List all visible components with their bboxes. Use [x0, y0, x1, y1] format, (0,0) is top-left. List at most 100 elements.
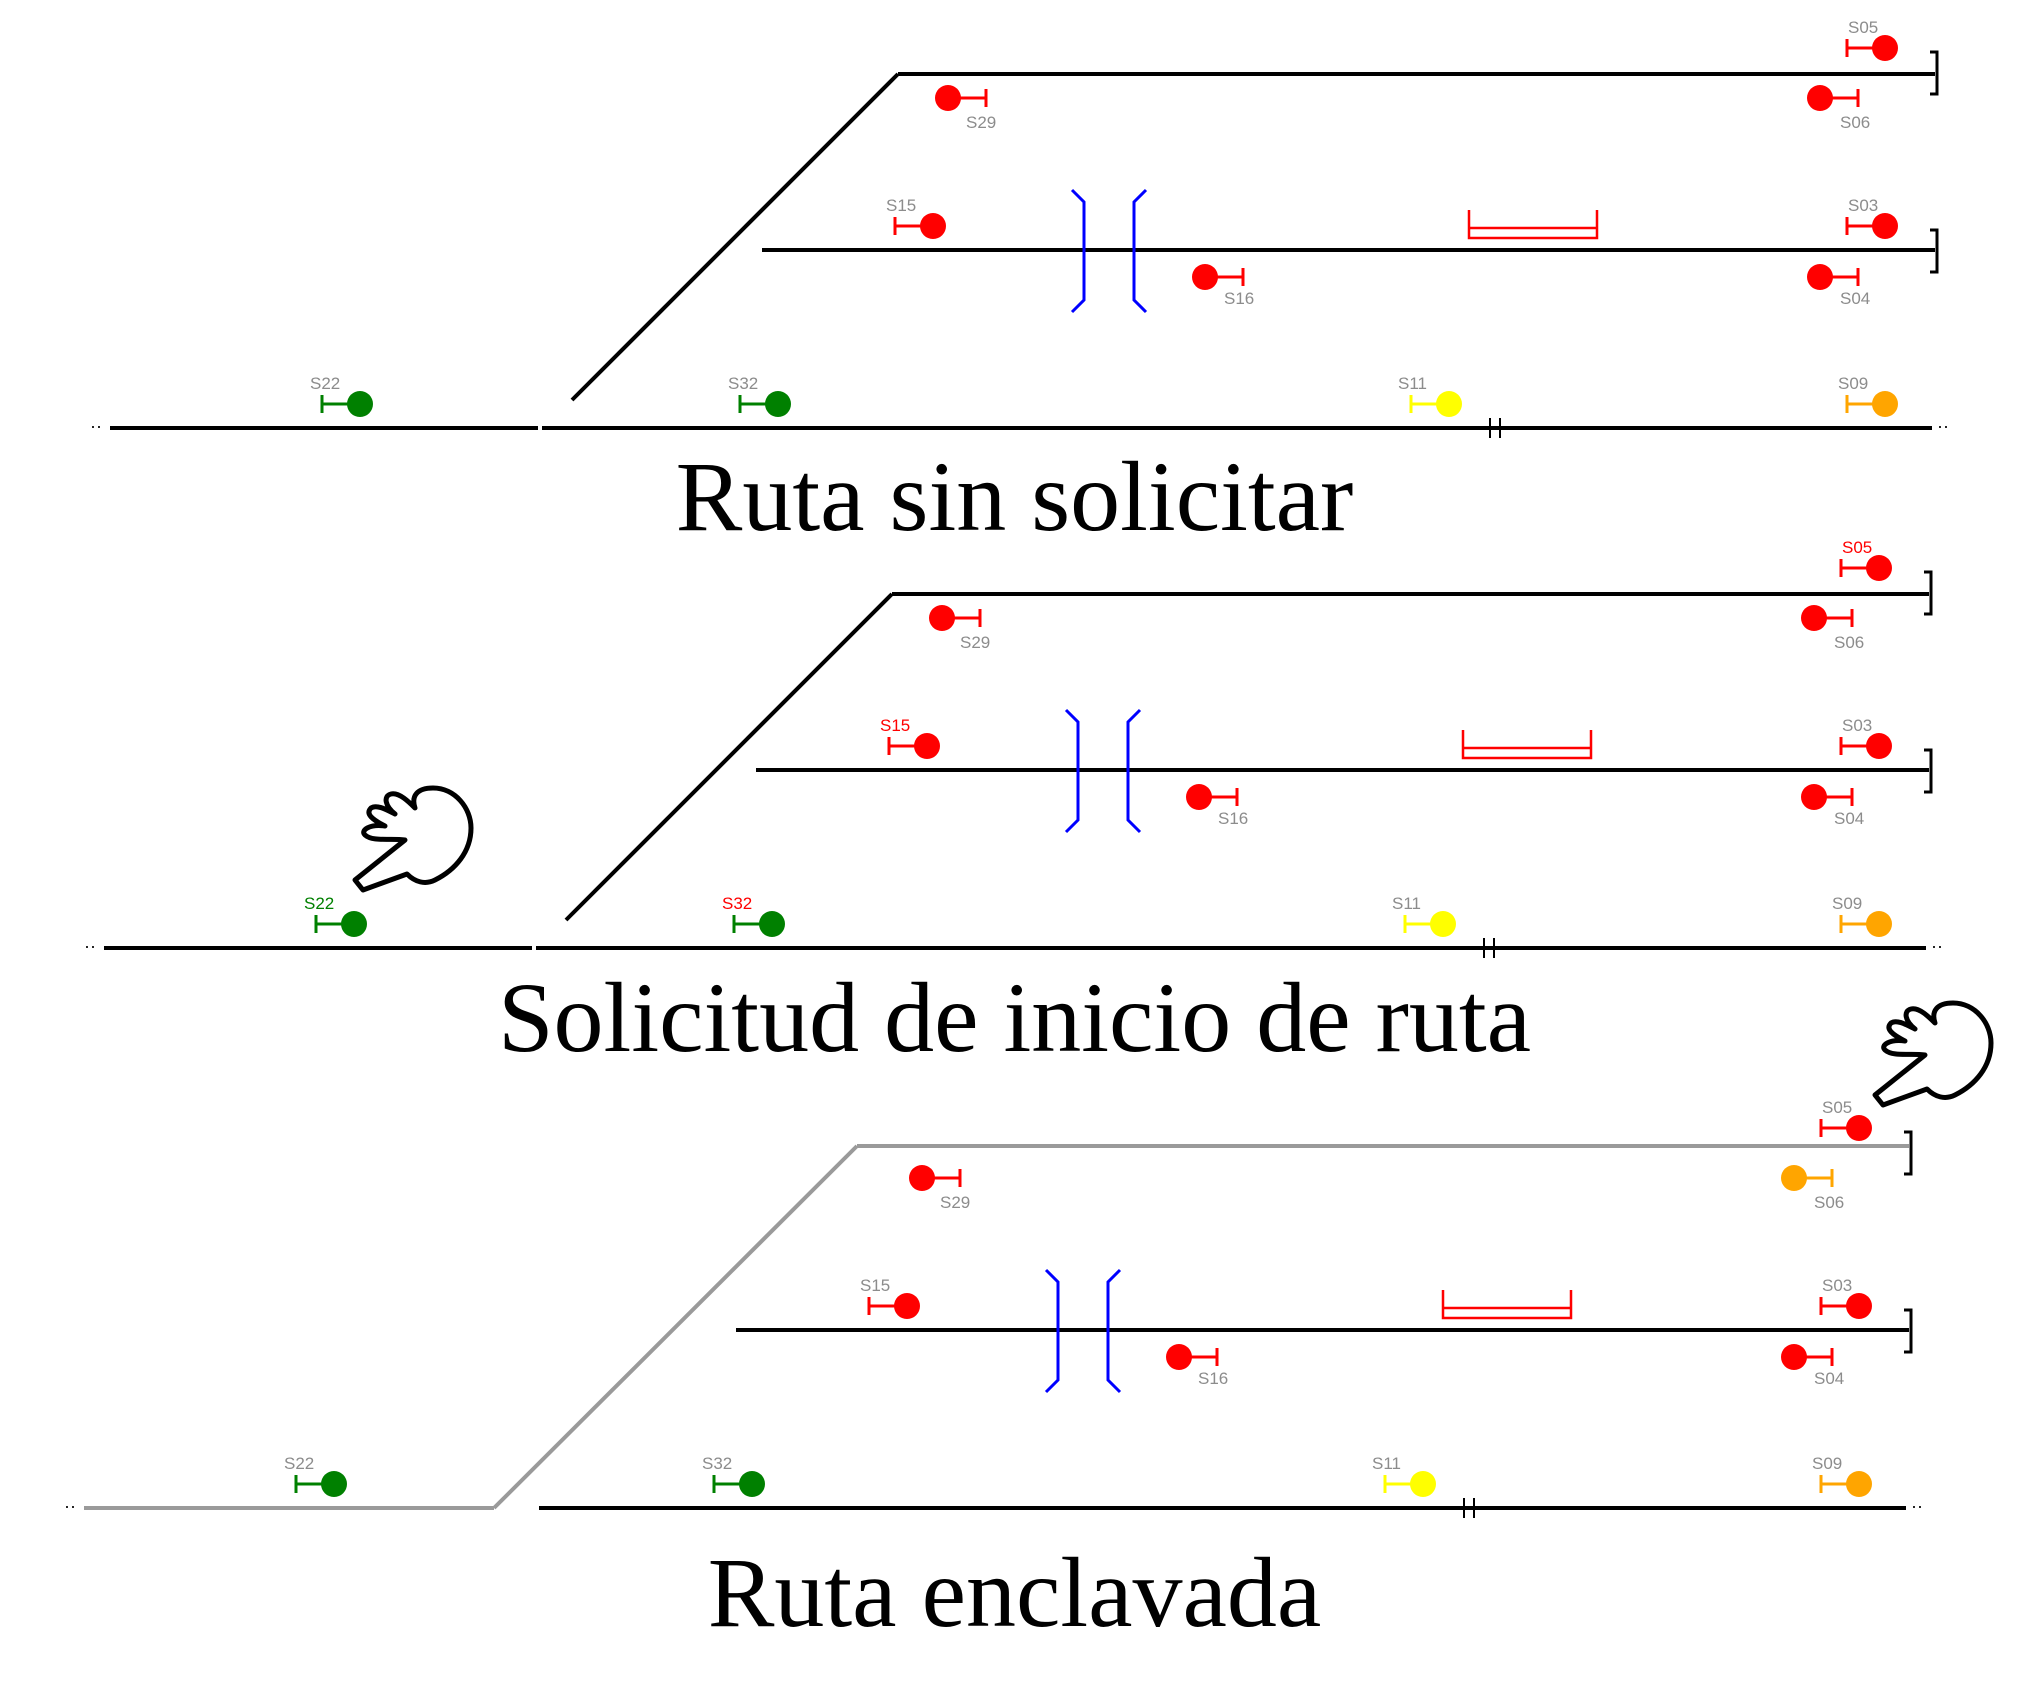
signal-s05[interactable]: S05 — [1845, 18, 1898, 61]
buffer-stop — [1924, 748, 1933, 794]
bridge — [1064, 708, 1142, 834]
signal-label: S32 — [702, 1454, 732, 1473]
signal-lamp[interactable] — [1846, 1293, 1872, 1319]
signal-lamp[interactable] — [1846, 1115, 1872, 1141]
signal-s04[interactable]: S04 — [1781, 1344, 1844, 1388]
signal-lamp[interactable] — [1436, 391, 1462, 417]
signal-lamp[interactable] — [1872, 35, 1898, 61]
signal-lamp[interactable] — [1781, 1165, 1807, 1191]
signal-label: S11 — [1398, 374, 1427, 393]
signal-label: S04 — [1840, 289, 1870, 308]
signal-lamp[interactable] — [1872, 213, 1898, 239]
signal-lamp[interactable] — [935, 85, 961, 111]
signal-s29[interactable]: S29 — [909, 1165, 970, 1212]
signal-lamp[interactable] — [347, 391, 373, 417]
signal-lamp[interactable] — [739, 1471, 765, 1497]
signal-lamp[interactable] — [1781, 1344, 1807, 1370]
signal-lamp[interactable] — [321, 1471, 347, 1497]
signal-s22[interactable]: S22 — [310, 374, 373, 417]
signal-label: S29 — [940, 1193, 970, 1212]
signal-label: S32 — [722, 894, 752, 913]
signal-lamp[interactable] — [1801, 784, 1827, 810]
signal-lamp[interactable] — [1866, 733, 1892, 759]
signal-s11[interactable]: S11 — [1392, 894, 1456, 937]
signal-s16[interactable]: S16 — [1192, 264, 1254, 308]
buffer-stop — [1904, 1308, 1913, 1354]
signal-s22[interactable]: S22 — [284, 1454, 347, 1497]
signal-s05[interactable]: S05 — [1819, 1098, 1872, 1141]
signal-label: S06 — [1834, 633, 1864, 652]
signal-lamp[interactable] — [1430, 911, 1456, 937]
signal-s29[interactable]: S29 — [929, 605, 990, 652]
signal-label: S06 — [1840, 113, 1870, 132]
signal-lamp[interactable] — [341, 911, 367, 937]
panel-2: ·· ·· S05 S06 S29 S15 S16 S03 S04 S22 S32 S11 S09 — [84, 538, 1943, 958]
signal-lamp[interactable] — [1807, 264, 1833, 290]
signal-s05[interactable]: S05 — [1839, 538, 1892, 581]
signal-s22[interactable]: S22 — [304, 894, 367, 937]
caption-panel-3: Ruta enclavada — [707, 1537, 1322, 1648]
signal-lamp[interactable] — [1801, 605, 1827, 631]
signal-s32[interactable]: S32 — [722, 894, 785, 937]
signal-label: S16 — [1224, 289, 1254, 308]
signal-s15[interactable]: S15 — [886, 196, 946, 239]
signal-s03[interactable]: S03 — [1845, 196, 1898, 239]
signal-s04[interactable]: S04 — [1801, 784, 1864, 828]
signal-lamp[interactable] — [759, 911, 785, 937]
signal-lamp[interactable] — [909, 1165, 935, 1191]
platform — [1467, 210, 1599, 240]
signal-s32[interactable]: S32 — [728, 374, 791, 417]
buffer-stop — [1924, 570, 1933, 616]
signal-s06[interactable]: S06 — [1807, 85, 1870, 132]
signal-s09[interactable]: S09 — [1838, 374, 1898, 417]
signal-label: S15 — [880, 716, 910, 735]
track-diagonal — [564, 592, 894, 922]
signal-lamp[interactable] — [1807, 85, 1833, 111]
signal-label: S09 — [1812, 1454, 1842, 1473]
signal-s15[interactable]: S15 — [880, 716, 940, 759]
signal-s09[interactable]: S09 — [1812, 1454, 1872, 1497]
signal-label: S04 — [1834, 809, 1864, 828]
signal-lamp[interactable] — [1192, 264, 1218, 290]
signal-s11[interactable]: S11 — [1398, 374, 1462, 417]
signal-label: S11 — [1372, 1454, 1401, 1473]
signal-s16[interactable]: S16 — [1186, 784, 1248, 828]
track-diagonal — [570, 72, 900, 402]
signal-lamp[interactable] — [914, 733, 940, 759]
signal-s04[interactable]: S04 — [1807, 264, 1870, 308]
track-continuation-right: ·· — [1937, 416, 1949, 436]
signal-label: S03 — [1842, 716, 1872, 735]
signal-s03[interactable]: S03 — [1839, 716, 1892, 759]
signal-label: S04 — [1814, 1369, 1844, 1388]
signal-label: S03 — [1848, 196, 1878, 215]
signal-lamp[interactable] — [894, 1293, 920, 1319]
signal-s06[interactable]: S06 — [1801, 605, 1864, 652]
platform — [1461, 730, 1593, 760]
signal-lamp[interactable] — [1866, 555, 1892, 581]
signal-lamp[interactable] — [929, 605, 955, 631]
signal-s16[interactable]: S16 — [1166, 1344, 1228, 1388]
signal-lamp[interactable] — [920, 213, 946, 239]
signal-label: S22 — [304, 894, 334, 913]
signal-s29[interactable]: S29 — [935, 85, 996, 132]
track-continuation-right: ·· — [1911, 1496, 1923, 1516]
signal-lamp[interactable] — [1866, 911, 1892, 937]
signal-lamp[interactable] — [1872, 391, 1898, 417]
tracks: ·· ·· — [84, 570, 1943, 958]
track-continuation-left: ·· — [90, 416, 102, 436]
signal-lamp[interactable] — [765, 391, 791, 417]
signal-label: S09 — [1832, 894, 1862, 913]
signal-s03[interactable]: S03 — [1819, 1276, 1872, 1319]
signal-s11[interactable]: S11 — [1372, 1454, 1436, 1497]
buffer-stop — [1904, 1130, 1913, 1176]
signal-s06[interactable]: S06 — [1781, 1165, 1844, 1212]
signal-s32[interactable]: S32 — [702, 1454, 765, 1497]
signal-lamp[interactable] — [1410, 1471, 1436, 1497]
signal-s15[interactable]: S15 — [860, 1276, 920, 1319]
signal-label: S05 — [1842, 538, 1872, 557]
signal-lamp[interactable] — [1846, 1471, 1872, 1497]
track-continuation-left: ·· — [84, 936, 96, 956]
signal-lamp[interactable] — [1166, 1344, 1192, 1370]
signal-s09[interactable]: S09 — [1832, 894, 1892, 937]
signal-lamp[interactable] — [1186, 784, 1212, 810]
